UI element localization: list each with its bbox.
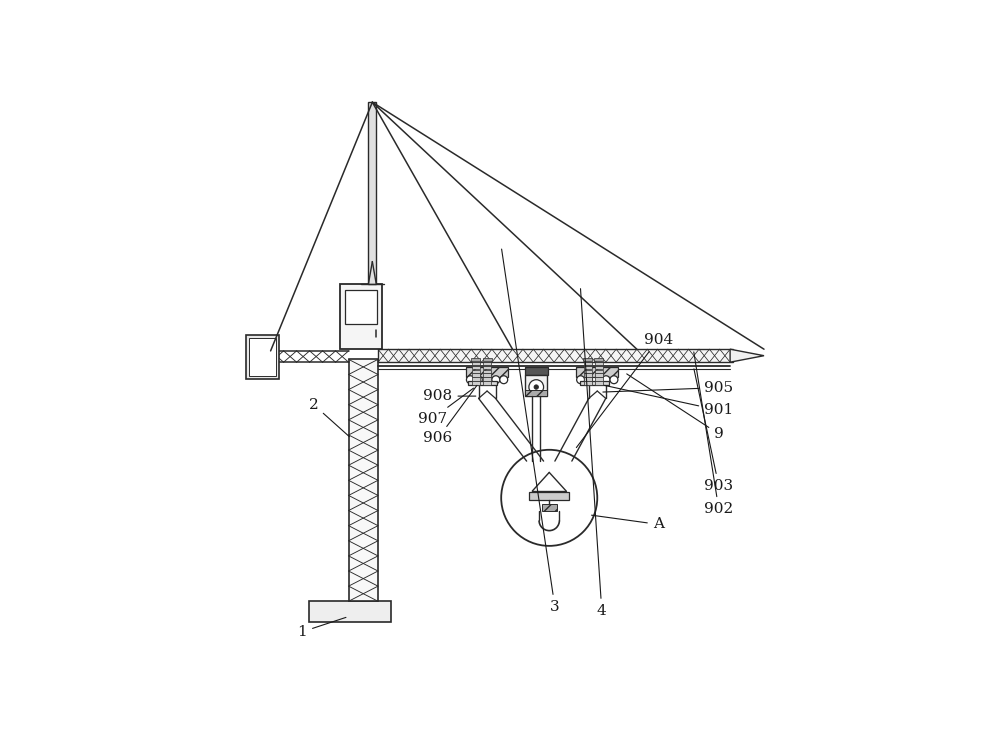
- Circle shape: [602, 376, 610, 384]
- Bar: [584, 362, 592, 365]
- Circle shape: [610, 376, 618, 384]
- Circle shape: [585, 376, 592, 384]
- Bar: [483, 382, 491, 385]
- Text: 902: 902: [694, 352, 733, 516]
- Bar: [529, 493, 569, 500]
- Bar: [246, 335, 279, 379]
- Text: 4: 4: [581, 288, 607, 618]
- Bar: [249, 338, 276, 377]
- Text: 9: 9: [627, 374, 724, 441]
- Text: 2: 2: [309, 398, 349, 437]
- Bar: [542, 504, 557, 511]
- Text: 1: 1: [297, 617, 346, 639]
- Text: 3: 3: [502, 249, 560, 614]
- Bar: [483, 374, 491, 377]
- Text: 908: 908: [423, 389, 476, 403]
- Bar: [584, 374, 592, 377]
- Bar: [576, 367, 618, 377]
- Bar: [525, 367, 548, 374]
- Bar: [345, 290, 377, 324]
- Bar: [580, 381, 609, 385]
- Circle shape: [474, 376, 482, 384]
- Bar: [595, 377, 603, 381]
- Bar: [525, 374, 547, 396]
- Polygon shape: [730, 349, 764, 362]
- Bar: [483, 358, 492, 361]
- Bar: [472, 369, 480, 373]
- Bar: [583, 358, 592, 361]
- Bar: [595, 382, 603, 385]
- Bar: [349, 360, 378, 601]
- Text: 905: 905: [603, 381, 733, 395]
- Bar: [595, 374, 603, 377]
- Bar: [472, 366, 480, 369]
- Circle shape: [529, 379, 544, 394]
- Bar: [595, 366, 603, 369]
- Bar: [584, 369, 592, 373]
- Circle shape: [466, 376, 474, 384]
- Bar: [368, 102, 376, 284]
- Bar: [472, 362, 480, 365]
- Text: 907: 907: [418, 388, 474, 426]
- Bar: [594, 358, 603, 361]
- Bar: [483, 369, 491, 373]
- Bar: [595, 369, 603, 373]
- Circle shape: [492, 376, 500, 384]
- Bar: [584, 382, 592, 385]
- Bar: [309, 600, 391, 622]
- Bar: [472, 377, 480, 381]
- Bar: [483, 377, 491, 381]
- Circle shape: [500, 376, 508, 384]
- Bar: [525, 390, 547, 396]
- Bar: [483, 362, 491, 365]
- Bar: [471, 358, 480, 361]
- Text: 901: 901: [605, 385, 733, 417]
- Bar: [584, 366, 592, 369]
- Text: 904: 904: [576, 333, 673, 448]
- Text: 906: 906: [423, 385, 477, 446]
- Bar: [340, 284, 382, 349]
- Bar: [472, 382, 480, 385]
- Text: 903: 903: [694, 369, 733, 493]
- Circle shape: [577, 376, 585, 384]
- Bar: [472, 374, 480, 377]
- Circle shape: [534, 385, 538, 389]
- Text: A: A: [592, 515, 664, 531]
- Bar: [466, 367, 508, 377]
- Bar: [378, 349, 733, 362]
- Bar: [483, 366, 491, 369]
- Bar: [584, 377, 592, 381]
- Bar: [595, 362, 603, 365]
- Bar: [468, 381, 497, 385]
